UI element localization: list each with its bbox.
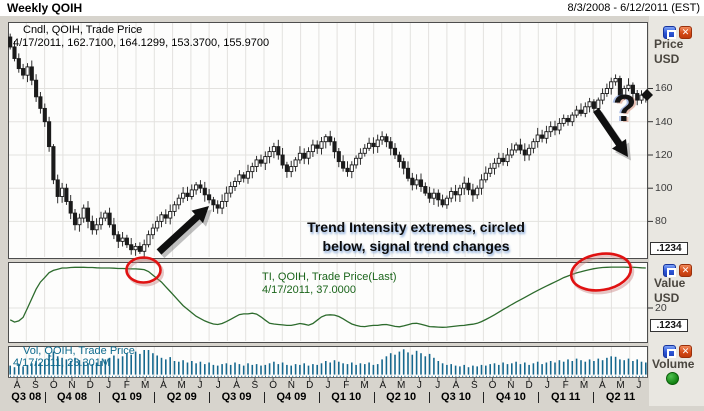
month-label: F [123, 380, 130, 391]
close-icon[interactable]: ✕ [679, 264, 692, 277]
month-label: D [86, 380, 94, 391]
quarter-label: Q3 08 [11, 391, 42, 403]
quarter-label: Q3 10 [441, 391, 471, 403]
month-label: M [396, 380, 406, 391]
month-label: J [636, 380, 642, 391]
volume-study-label: Vol, QOIH, Trade Price [23, 345, 135, 357]
ti-axis-title: Value [654, 276, 686, 290]
month-label: F [562, 380, 569, 391]
month-label: D [306, 380, 314, 391]
ti-decimal-setting[interactable]: .1234 [650, 319, 688, 332]
month-label: J [325, 380, 331, 391]
quarter-separator [483, 392, 485, 403]
close-icon[interactable]: ✕ [679, 345, 692, 358]
month-label: J [544, 380, 550, 391]
price-decimal-setting[interactable]: .1234 [650, 242, 688, 255]
quarter-separator [209, 392, 211, 403]
ti-study-label: TI, QOIH, Trade Price(Last) [262, 271, 397, 283]
month-label: S [32, 380, 39, 391]
ti-axis-unit: USD [654, 291, 680, 305]
month-label: A [598, 380, 606, 391]
close-icon[interactable]: ✕ [679, 26, 692, 39]
quarter-label: Q2 09 [166, 391, 197, 403]
price-axis-title: Price [654, 37, 684, 51]
restore-window-icon[interactable] [663, 264, 676, 277]
quarter-label: Q4 09 [276, 391, 307, 403]
question-mark-annotation: ? [613, 88, 637, 130]
quarter-label: Q3 09 [221, 391, 252, 403]
month-label: N [287, 380, 296, 391]
month-label: D [525, 380, 533, 391]
quarter-separator [428, 392, 430, 403]
month-label: A [233, 380, 240, 391]
annotation-note-line2: below, signal trend changes [322, 238, 510, 254]
price-axis-unit: USD [654, 52, 680, 66]
volume-study-values: 4/17/2011, 23.301M [13, 357, 111, 369]
month-label: J [215, 380, 221, 391]
quarter-separator [593, 392, 595, 403]
quarter-separator [373, 392, 375, 403]
restore-window-icon[interactable] [663, 345, 676, 358]
quarter-separator [538, 392, 540, 403]
month-label: S [251, 380, 259, 391]
month-label: M [360, 380, 369, 391]
quarter-separator [99, 392, 101, 403]
quarter-separator [44, 392, 46, 403]
month-label: F [343, 380, 350, 391]
month-label: J [435, 380, 441, 391]
quarter-label: Q1 09 [111, 391, 142, 403]
quarter-label: Q2 11 [605, 391, 636, 403]
month-label: M [177, 380, 186, 391]
quarter-label: Q1 10 [331, 391, 362, 403]
annotation-note-line1: Trend Intensity extremes, circled [307, 219, 525, 235]
quarter-separator [154, 392, 156, 403]
month-label: N [507, 380, 515, 391]
month-label: O [269, 380, 278, 391]
titlebar: Weekly QOIH 8/3/2008 - 6/12/2011 (EST) [0, 0, 704, 16]
month-label: J [197, 380, 203, 391]
month-label: A [452, 380, 460, 391]
price-study-label: Cndl, QOIH, Trade Price [23, 24, 143, 36]
month-label: O [488, 380, 497, 391]
month-label: J [416, 380, 422, 391]
ti-tick-label: 20 [655, 302, 667, 314]
volume-axis-title: Volume [652, 357, 695, 371]
price-tick-label: 140 [655, 115, 673, 128]
month-label: A [13, 380, 21, 391]
quarter-separator [318, 392, 320, 403]
month-label: M [616, 380, 625, 391]
quarter-label: Q4 08 [57, 391, 87, 403]
month-label: M [140, 380, 150, 391]
quarter-separator [264, 392, 265, 403]
price-tick-label: 80 [655, 215, 667, 228]
month-label: M [579, 380, 589, 391]
price-tick-label: 100 [655, 182, 673, 195]
month-label: O [49, 380, 58, 391]
ti-study-values: 4/17/2011, 37.0000 [262, 284, 356, 296]
month-label: S [470, 380, 478, 391]
axis-gutter [649, 16, 704, 406]
price-study-values: 4/17/2011, 162.7100, 164.1299, 153.3700,… [13, 37, 270, 49]
month-label: A [160, 380, 167, 391]
price-tick-label: 120 [655, 148, 673, 161]
date-range-label: 8/3/2008 - 6/12/2011 (EST) [567, 2, 701, 14]
restore-window-icon[interactable] [663, 26, 676, 39]
window-title: Weekly QOIH [7, 1, 83, 15]
price-tick-label: 160 [655, 82, 673, 95]
month-label: A [379, 380, 387, 391]
quarter-label: Q2 10 [386, 391, 417, 403]
quarter-label: Q4 10 [495, 391, 526, 403]
month-label: J [106, 380, 112, 391]
quarter-label: Q1 11 [551, 391, 581, 403]
month-label: N [68, 380, 76, 391]
status-green-dot[interactable] [666, 372, 679, 385]
annotation-note: Trend Intensity extremes, circled below,… [280, 218, 552, 256]
